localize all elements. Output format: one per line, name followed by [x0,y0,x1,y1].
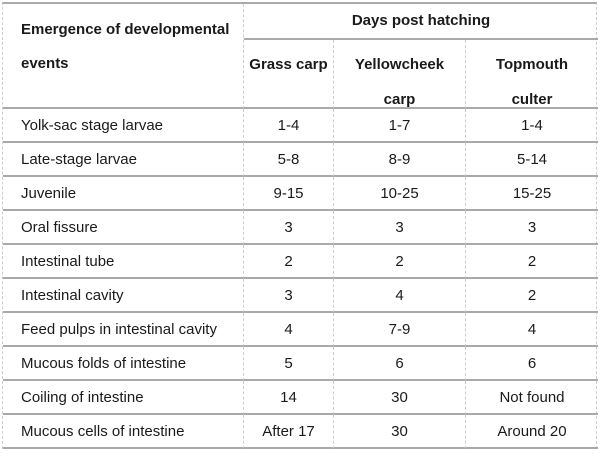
value-cell: 4 [334,279,466,313]
row-label-feed-pulps-in-intestinal-cavity: Feed pulps in intestinal cavity [3,313,244,347]
value-cell: 30 [334,415,466,449]
value-cell: 6 [466,347,598,381]
value-cell: 2 [334,245,466,279]
row-label-intestinal-cavity: Intestinal cavity [3,279,244,313]
value-cell: 3 [334,211,466,245]
row-label-mucous-cells-of-intestine: Mucous cells of intestine [3,415,244,449]
value-cell: 1-4 [244,109,334,143]
group-header-days-post-hatching: Days post hatching [244,4,598,40]
row-label-late-stage-larvae: Late-stage larvae [3,143,244,177]
row-label-oral-fissure: Oral fissure [3,211,244,245]
value-cell: 5-14 [466,143,598,177]
row-label-yolk-sac-stage-larvae: Yolk-sac stage larvae [3,109,244,143]
value-cell: 2 [244,245,334,279]
value-cell: 14 [244,381,334,415]
developmental-events-table: Emergence of developmental events Days p… [2,2,598,449]
value-cell: 5 [244,347,334,381]
value-cell: 15-25 [466,177,598,211]
value-cell: 1-7 [334,109,466,143]
column-header-topmouth-culter: Topmouth culter [466,40,598,109]
value-cell: 9-15 [244,177,334,211]
value-cell: 2 [466,279,598,313]
row-label-juvenile: Juvenile [3,177,244,211]
column-header-line1: Grass carp [249,56,328,73]
column-header-line2 [244,82,333,107]
corner-header-line1: Emergence of developmental [21,21,230,38]
value-cell: 4 [466,313,598,347]
column-header-line2: carp [383,91,416,108]
column-header-line1: Yellowcheek [354,56,445,73]
value-cell: 8-9 [334,143,466,177]
value-cell: 2 [466,245,598,279]
value-cell: 3 [466,211,598,245]
value-cell: 3 [244,211,334,245]
value-cell: Not found [466,381,598,415]
value-cell: Around 20 [466,415,598,449]
value-cell: 5-8 [244,143,334,177]
value-cell: 10-25 [334,177,466,211]
value-cell: 1-4 [466,109,598,143]
row-label-coiling-of-intestine: Coiling of intestine [3,381,244,415]
row-label-intestinal-tube: Intestinal tube [3,245,244,279]
value-cell: 6 [334,347,466,381]
value-cell: 30 [334,381,466,415]
value-cell: 7-9 [334,313,466,347]
value-cell: 4 [244,313,334,347]
column-header-grass-carp: Grass carp [244,40,334,109]
column-header-yellowcheek-carp: Yellowcheek carp [334,40,466,109]
value-cell: 3 [244,279,334,313]
corner-header-cell: Emergence of developmental events [3,4,244,109]
column-header-line2: culter [511,91,553,108]
value-cell: After 17 [244,415,334,449]
column-header-line1: Topmouth [495,56,569,73]
corner-header-line2: events [21,55,69,72]
row-label-mucous-folds-of-intestine: Mucous folds of intestine [3,347,244,381]
